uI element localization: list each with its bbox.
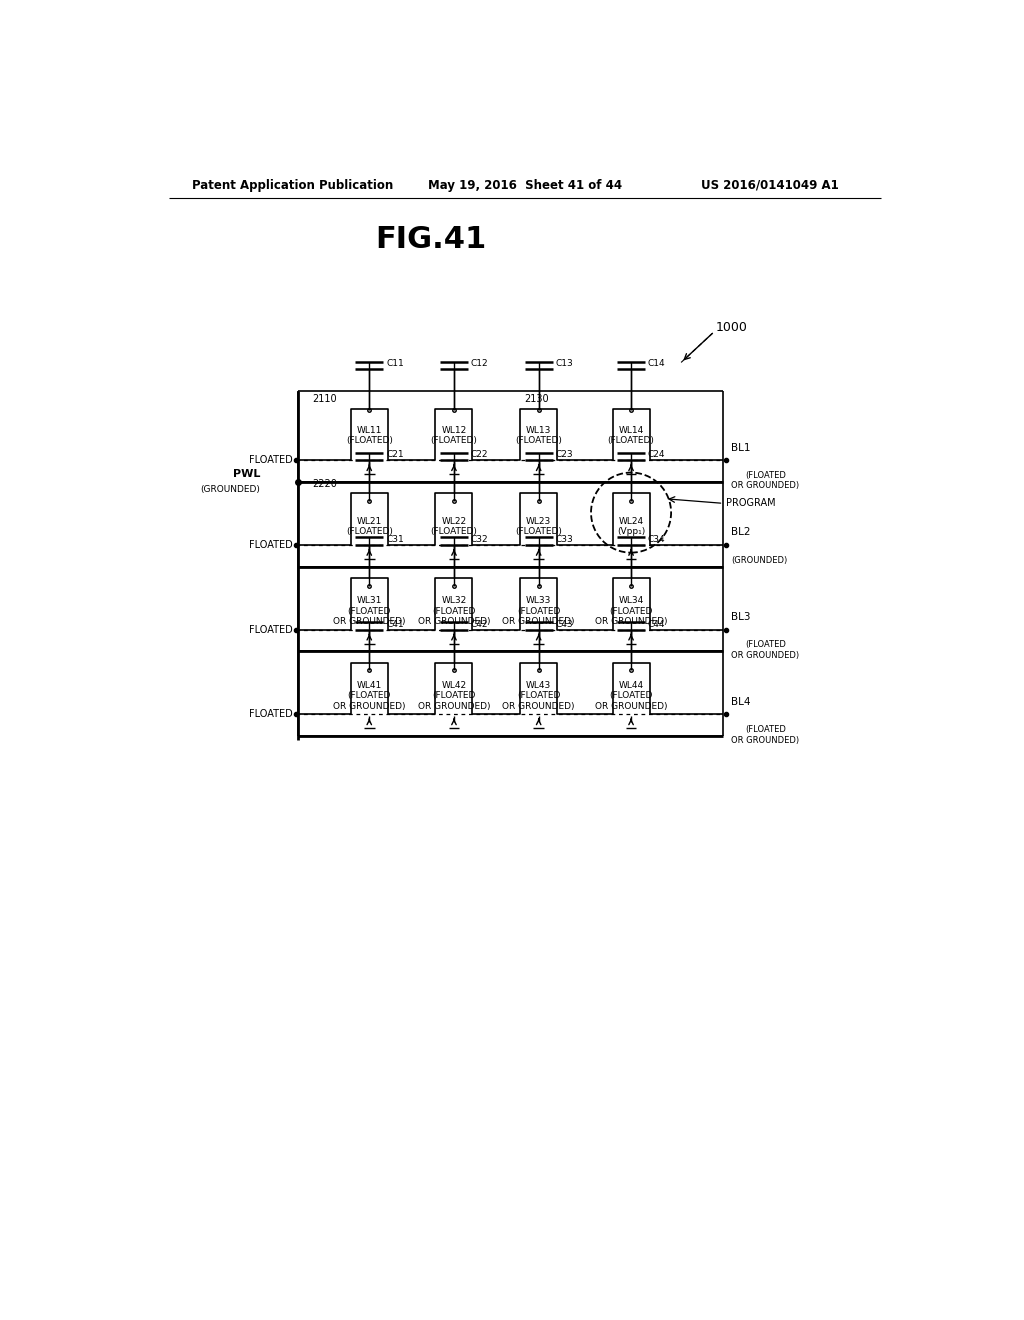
Text: C43: C43 <box>556 620 573 628</box>
Text: 2130: 2130 <box>524 395 549 404</box>
Text: FLOATED: FLOATED <box>249 455 292 465</box>
Text: BL1: BL1 <box>731 442 751 453</box>
Text: C23: C23 <box>556 450 573 459</box>
Text: C33: C33 <box>556 535 573 544</box>
Text: (GROUNDED): (GROUNDED) <box>731 556 787 565</box>
Text: WL44
(FLOATED
OR GROUNDED): WL44 (FLOATED OR GROUNDED) <box>595 681 668 710</box>
Text: 2220: 2220 <box>312 479 337 488</box>
Text: (FLOATED
OR GROUNDED): (FLOATED OR GROUNDED) <box>731 471 800 491</box>
Text: WL13
(FLOATED): WL13 (FLOATED) <box>515 426 562 445</box>
Text: 1000: 1000 <box>716 321 748 334</box>
Text: C12: C12 <box>471 359 488 368</box>
Text: C11: C11 <box>386 359 403 368</box>
Text: C21: C21 <box>386 450 403 459</box>
Text: WL14
(FLOATED): WL14 (FLOATED) <box>607 426 654 445</box>
Text: WL43
(FLOATED
OR GROUNDED): WL43 (FLOATED OR GROUNDED) <box>503 681 574 710</box>
Text: C31: C31 <box>386 535 403 544</box>
Text: C44: C44 <box>648 620 666 628</box>
Text: FLOATED: FLOATED <box>249 709 292 719</box>
Text: WL22
(FLOATED): WL22 (FLOATED) <box>430 516 477 536</box>
Text: WL11
(FLOATED): WL11 (FLOATED) <box>346 426 392 445</box>
Text: C32: C32 <box>471 535 488 544</box>
Text: WL32
(FLOATED
OR GROUNDED): WL32 (FLOATED OR GROUNDED) <box>418 597 490 626</box>
Text: (FLOATED
OR GROUNDED): (FLOATED OR GROUNDED) <box>731 640 800 660</box>
Text: WL42
(FLOATED
OR GROUNDED): WL42 (FLOATED OR GROUNDED) <box>418 681 490 710</box>
Text: WL21
(FLOATED): WL21 (FLOATED) <box>346 516 392 536</box>
Text: BL2: BL2 <box>731 527 751 537</box>
Text: WL24
(Vpp₁): WL24 (Vpp₁) <box>616 516 645 536</box>
Text: Patent Application Publication: Patent Application Publication <box>191 178 393 191</box>
Text: BL3: BL3 <box>731 612 751 622</box>
Text: FIG.41: FIG.41 <box>375 224 486 253</box>
Text: C13: C13 <box>556 359 573 368</box>
Text: WL12
(FLOATED): WL12 (FLOATED) <box>430 426 477 445</box>
Text: FLOATED: FLOATED <box>249 540 292 550</box>
Text: C34: C34 <box>648 535 666 544</box>
Text: WL34
(FLOATED
OR GROUNDED): WL34 (FLOATED OR GROUNDED) <box>595 597 668 626</box>
Text: WL23
(FLOATED): WL23 (FLOATED) <box>515 516 562 536</box>
Text: BL4: BL4 <box>731 697 751 706</box>
Text: 2110: 2110 <box>312 395 337 404</box>
Text: PWL: PWL <box>232 469 260 479</box>
Text: C42: C42 <box>471 620 488 628</box>
Text: US 2016/0141049 A1: US 2016/0141049 A1 <box>700 178 839 191</box>
Text: C22: C22 <box>471 450 488 459</box>
Text: WL41
(FLOATED
OR GROUNDED): WL41 (FLOATED OR GROUNDED) <box>333 681 406 710</box>
Text: PROGRAM: PROGRAM <box>726 499 775 508</box>
Text: WL31
(FLOATED
OR GROUNDED): WL31 (FLOATED OR GROUNDED) <box>333 597 406 626</box>
Text: (FLOATED
OR GROUNDED): (FLOATED OR GROUNDED) <box>731 725 800 744</box>
Text: FLOATED: FLOATED <box>249 624 292 635</box>
Text: C24: C24 <box>648 450 666 459</box>
Text: May 19, 2016  Sheet 41 of 44: May 19, 2016 Sheet 41 of 44 <box>428 178 622 191</box>
Text: C14: C14 <box>648 359 666 368</box>
Text: (GROUNDED): (GROUNDED) <box>200 484 260 494</box>
Text: WL33
(FLOATED
OR GROUNDED): WL33 (FLOATED OR GROUNDED) <box>503 597 574 626</box>
Text: C41: C41 <box>386 620 403 628</box>
